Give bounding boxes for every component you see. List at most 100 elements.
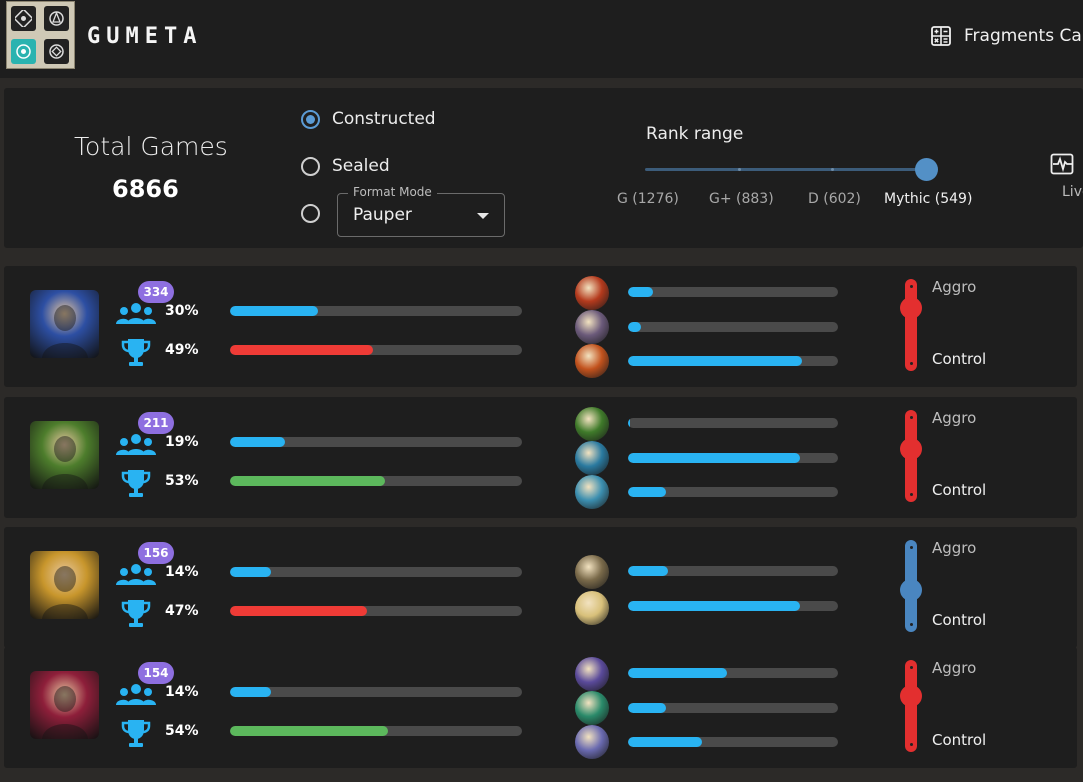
radio-button[interactable] [301, 204, 320, 223]
control-label: Control [932, 350, 987, 368]
total-games-label: Total Games [74, 132, 228, 161]
card-usage-fill [628, 601, 801, 611]
play-rate-bar [230, 567, 522, 577]
win-rate-value: 49% [165, 342, 199, 358]
format-option-constructed[interactable]: Constructed [301, 109, 436, 129]
rank-label[interactable]: G+ (883) [709, 191, 774, 207]
rank-range-title: Rank range [646, 124, 744, 144]
play-rate-fill [230, 687, 271, 697]
play-rate-value: 30% [165, 303, 199, 319]
rank-label[interactable]: D (602) [808, 191, 861, 207]
win-rate-value: 53% [165, 473, 199, 489]
deck-row[interactable]: 154 14% 54% [4, 647, 1077, 768]
card-usage-bar [628, 322, 838, 332]
calculator-icon [931, 26, 951, 46]
hero-silhouette-icon [42, 566, 88, 619]
slider-tick [910, 546, 913, 549]
win-rate-value: 54% [165, 723, 199, 739]
slider-thumb[interactable] [900, 296, 922, 319]
card-avatar[interactable] [575, 310, 609, 344]
slider-thumb[interactable] [900, 684, 922, 707]
aggro-control-slider[interactable] [900, 279, 922, 371]
format-mode-select[interactable]: Format Mode Pauper [337, 185, 505, 237]
win-rate-fill [230, 606, 368, 616]
trophy-icon [120, 467, 152, 503]
card-avatar[interactable] [575, 276, 609, 310]
card-avatar[interactable] [575, 691, 609, 725]
card-avatar[interactable] [575, 555, 609, 589]
aggro-control-slider[interactable] [900, 410, 922, 502]
format-option-label: Sealed [332, 156, 390, 176]
live-toggle[interactable]: Live [1050, 153, 1083, 203]
format-option-custom[interactable] [301, 204, 320, 223]
card-usage-bar [628, 737, 838, 747]
radio-button[interactable] [301, 109, 320, 129]
rank-range-track[interactable] [645, 168, 927, 171]
win-rate-value: 47% [165, 603, 199, 619]
card-avatar[interactable] [575, 407, 609, 441]
card-avatar[interactable] [575, 441, 609, 475]
deck-portrait[interactable] [30, 671, 99, 739]
play-rate-bar [230, 687, 522, 697]
slider-tick [910, 623, 913, 626]
card-usage-fill [628, 566, 668, 576]
win-rate-bar [230, 476, 522, 486]
slider-thumb[interactable] [900, 578, 922, 601]
people-icon [116, 563, 156, 591]
card-avatar[interactable] [575, 725, 609, 759]
deck-portrait[interactable] [30, 290, 99, 358]
slider-tick [910, 666, 913, 669]
brand-title[interactable]: GUMETA [87, 24, 203, 49]
deck-portrait[interactable] [30, 421, 99, 489]
format-option-label: Constructed [332, 109, 436, 129]
card-usage-fill [628, 418, 631, 428]
card-avatar[interactable] [575, 591, 609, 625]
aggro-label: Aggro [932, 539, 977, 557]
aggro-control-slider[interactable] [900, 540, 922, 632]
card-usage-fill [628, 322, 641, 332]
card-avatar[interactable] [575, 475, 609, 509]
aggro-label: Aggro [932, 278, 977, 296]
logo-icon[interactable] [6, 1, 75, 69]
card-avatar[interactable] [575, 657, 609, 691]
card-usage-bar [628, 356, 838, 366]
hero-silhouette-icon [42, 436, 88, 489]
rank-label-selected[interactable]: Mythic (549) [884, 191, 973, 207]
rank-range-thumb[interactable] [915, 158, 938, 181]
games-count-badge: 154 [138, 662, 174, 684]
deck-row[interactable]: 156 14% 47% [4, 527, 1077, 648]
format-mode-legend: Format Mode [348, 185, 437, 199]
radio-button[interactable] [301, 156, 320, 176]
deck-row[interactable]: 334 30% 49% [4, 266, 1077, 387]
slider-tick [910, 493, 913, 496]
card-usage-fill [628, 487, 666, 497]
deck-row[interactable]: 211 19% 53% [4, 397, 1077, 518]
games-count-badge: 211 [138, 412, 174, 434]
win-rate-bar [230, 606, 522, 616]
play-rate-value: 19% [165, 434, 199, 450]
slider-tick [910, 743, 913, 746]
card-usage-bar [628, 287, 838, 297]
slider-tick [910, 285, 913, 288]
chevron-down-icon [477, 213, 489, 219]
fragments-calc-label: Fragments Calc [964, 26, 1083, 46]
play-rate-bar [230, 306, 522, 316]
hero-silhouette-icon [42, 686, 88, 739]
card-usage-fill [628, 737, 702, 747]
card-avatar[interactable] [575, 344, 609, 378]
rank-label[interactable]: G (1276) [617, 191, 679, 207]
card-usage-fill [628, 356, 803, 366]
slider-thumb[interactable] [900, 438, 922, 460]
fragments-calc-link[interactable]: Fragments Calc [930, 25, 1083, 47]
play-rate-fill [230, 306, 318, 316]
control-label: Control [932, 611, 987, 629]
aggro-control-slider[interactable] [900, 660, 922, 752]
format-option-sealed[interactable]: Sealed [301, 156, 390, 176]
card-usage-fill [628, 287, 654, 297]
pulse-icon [1050, 153, 1074, 175]
play-rate-fill [230, 437, 286, 447]
aggro-label: Aggro [932, 659, 977, 677]
deck-portrait[interactable] [30, 551, 99, 619]
aggro-label: Aggro [932, 409, 977, 427]
card-usage-bar [628, 566, 838, 576]
